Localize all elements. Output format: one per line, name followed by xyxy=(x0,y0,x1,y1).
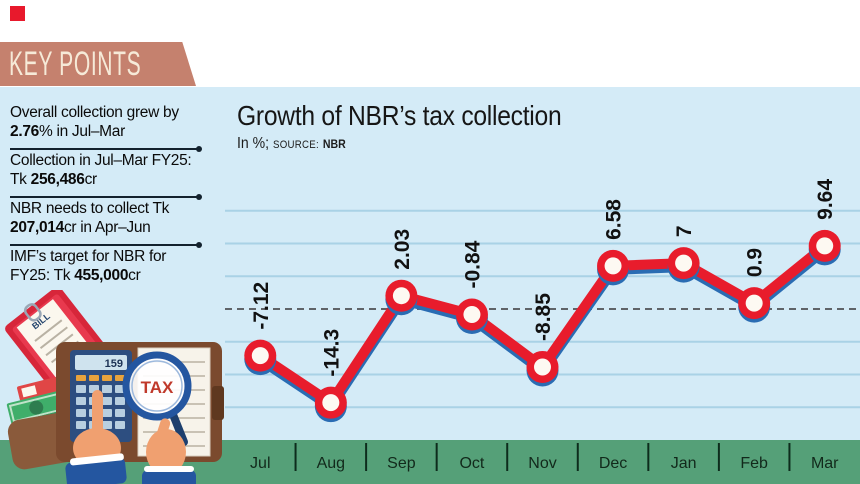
value-label: 7 xyxy=(673,225,696,237)
value-label: 9.64 xyxy=(814,179,837,220)
chart-header: Growth of NBR’s tax collection In %; SOU… xyxy=(237,100,562,153)
key-point-item: Overall collection grew by 2.76% in Jul–… xyxy=(10,103,202,152)
key-points-banner: KEY POINTS xyxy=(0,42,196,86)
data-point-core xyxy=(675,254,693,272)
value-label: 6.58 xyxy=(603,199,626,240)
holding-hand xyxy=(142,418,196,484)
key-point-figure: 256,486 xyxy=(30,171,85,188)
chart-unit-label: In %; xyxy=(237,135,270,153)
month-label: Sep xyxy=(387,455,416,472)
magnifier-icon: TAX xyxy=(122,351,192,446)
month-label: Aug xyxy=(317,455,345,472)
key-point-divider xyxy=(10,146,202,152)
month-label: Dec xyxy=(599,455,627,472)
data-point-core xyxy=(745,294,763,312)
key-point-divider xyxy=(10,194,202,200)
organizer-strap xyxy=(212,386,224,420)
key-point-text: NBR needs to collect Tk 207,014cr in Apr… xyxy=(10,200,170,236)
month-label: Jul xyxy=(250,455,270,472)
key-point-text: Overall collection grew by 2.76% in Jul–… xyxy=(10,104,179,140)
month-label: Oct xyxy=(459,455,484,472)
key-point-item: Collection in Jul–Mar FY25: Tk 256,486cr xyxy=(10,151,202,200)
chart-source-value: NBR xyxy=(322,137,346,152)
month-label: Feb xyxy=(740,455,768,472)
month-label: Nov xyxy=(528,455,556,472)
data-point-core xyxy=(534,358,551,376)
brand-accent-square xyxy=(10,6,25,21)
key-point-divider xyxy=(10,242,202,248)
data-point-core xyxy=(392,287,410,305)
chart-subtitle: In %; SOURCE: NBR xyxy=(237,135,561,153)
key-point-text: Collection in Jul–Mar FY25: Tk 256,486cr xyxy=(10,152,192,188)
data-point-core xyxy=(251,347,269,365)
data-point-core xyxy=(322,394,340,412)
month-label: Mar xyxy=(811,455,839,472)
paperclip-icon xyxy=(23,303,42,322)
value-label: 2.03 xyxy=(391,229,414,270)
value-label: -8.85 xyxy=(532,293,555,341)
value-label: -14.3 xyxy=(320,329,343,377)
key-point-item: NBR needs to collect Tk 207,014cr in Apr… xyxy=(10,199,202,248)
tax-label: TAX xyxy=(141,378,174,397)
chart-title: Growth of NBR’s tax collection xyxy=(237,100,562,131)
value-label: 0.9 xyxy=(744,248,767,277)
month-label: Jan xyxy=(671,455,697,472)
chart-source-label: SOURCE: xyxy=(273,139,319,152)
key-point-figure: 2.76 xyxy=(10,123,39,140)
key-point-text: IMF’s target for NBR for FY25: Tk 455,00… xyxy=(10,248,167,284)
key-point-item: IMF’s target for NBR for FY25: Tk 455,00… xyxy=(10,247,202,295)
pointing-hand xyxy=(65,390,127,484)
value-label: -0.84 xyxy=(461,240,484,288)
data-point-core xyxy=(463,306,481,324)
value-label: -7.12 xyxy=(250,282,273,330)
calculator-display: 159 xyxy=(105,358,123,370)
key-point-figure: 455,000 xyxy=(74,267,129,284)
key-points-title: KEY POINTS xyxy=(9,45,142,83)
key-point-figure: 207,014 xyxy=(10,219,64,236)
data-point-core xyxy=(604,257,622,275)
tax-illustration: BILL xyxy=(5,290,224,484)
data-point-core xyxy=(816,237,834,255)
key-points-list: Overall collection grew by 2.76% in Jul–… xyxy=(10,103,202,295)
